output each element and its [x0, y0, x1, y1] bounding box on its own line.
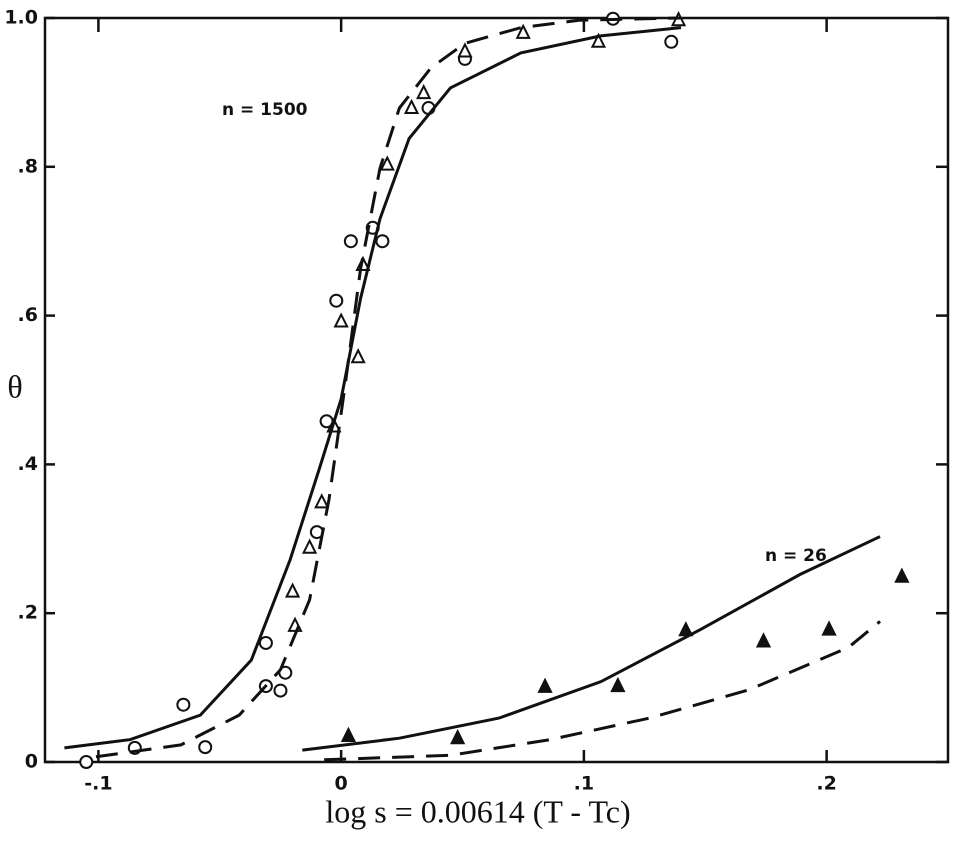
data-point	[821, 620, 837, 636]
data-point	[515, 23, 531, 39]
data-point	[287, 616, 303, 632]
annotation: n = 1500	[222, 100, 308, 120]
x-tick-label: .1	[574, 773, 594, 795]
data-point	[176, 697, 191, 712]
data-point	[340, 726, 357, 742]
data-point	[664, 34, 679, 49]
y-tick-label: .2	[18, 602, 38, 624]
y-tick-label: 1.0	[4, 7, 38, 29]
data-point	[79, 755, 94, 769]
x-tick-label: .2	[816, 773, 836, 795]
data-point	[755, 632, 772, 648]
annotation: n = 26	[765, 546, 827, 566]
plot-frame	[43, 16, 950, 764]
x-tick-label: -.1	[84, 773, 112, 795]
data-point	[258, 635, 273, 650]
data-point	[457, 42, 473, 58]
data-point	[333, 312, 349, 328]
data-point	[284, 582, 301, 598]
data-point	[537, 677, 553, 693]
data-point	[379, 155, 395, 171]
data-point	[610, 676, 626, 693]
curve	[324, 620, 881, 762]
data-point	[416, 83, 432, 100]
y-axis-label: θ	[7, 368, 22, 404]
y-tick-label: 0	[25, 751, 38, 773]
x-axis-label: log s = 0.00614 (T - Tc)	[325, 793, 630, 829]
data-point	[273, 683, 288, 698]
data-point	[450, 728, 466, 745]
data-point	[403, 98, 420, 115]
data-point	[350, 348, 366, 364]
data-point	[894, 567, 910, 583]
data-point	[590, 32, 607, 48]
data-point	[301, 538, 318, 554]
data-point	[678, 621, 694, 637]
data-point	[329, 293, 344, 308]
curve	[64, 26, 682, 750]
data-point	[343, 234, 358, 249]
data-point	[198, 740, 213, 755]
curve	[302, 535, 881, 752]
x-tick-label: 0	[335, 773, 348, 795]
y-tick-label: .6	[18, 304, 38, 326]
data-point	[314, 493, 330, 509]
data-point	[375, 234, 390, 249]
curve	[95, 16, 682, 759]
y-tick-label: .4	[18, 453, 38, 475]
y-tick-label: .8	[18, 155, 38, 177]
